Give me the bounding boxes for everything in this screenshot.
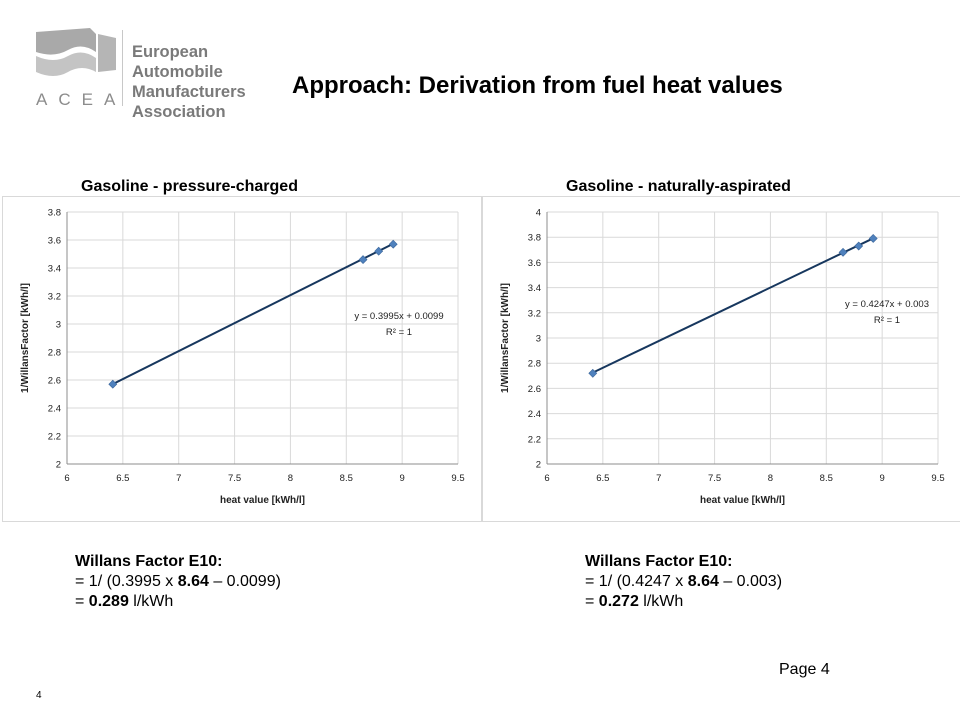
y-tick-label: 3 (536, 334, 541, 345)
trendline-equation: y = 0.4247x + 0.003 (845, 299, 929, 310)
x-tick-label: 9 (399, 473, 404, 484)
x-tick-label: 8.5 (820, 473, 833, 484)
trendline (112, 242, 394, 385)
formula-line-1: = 1/ (0.4247 x 8.64 – 0.003) (585, 572, 782, 592)
x-tick-label: 6 (544, 473, 549, 484)
logo-organization-name: European Automobile Manufacturers Associ… (132, 42, 246, 122)
logo-line-4: Association (132, 103, 226, 121)
x-tick-label: 8 (768, 473, 773, 484)
formula-heat-value: 8.64 (687, 573, 719, 590)
x-tick-label: 7.5 (708, 473, 721, 484)
willans-formula-naturally-aspirated: Willans Factor E10: = 1/ (0.4247 x 8.64 … (585, 552, 782, 612)
y-tick-label: 2.2 (528, 434, 541, 445)
logo-line-3: Manufacturers (132, 83, 246, 101)
r-squared-label: R² = 1 (386, 327, 412, 338)
trendline (592, 237, 874, 374)
x-tick-label: 8.5 (340, 473, 353, 484)
formula-line-2: = 0.289 l/kWh (75, 592, 281, 612)
data-point (388, 239, 398, 249)
x-tick-label: 9 (879, 473, 884, 484)
data-point (838, 247, 848, 257)
y-tick-label: 3.6 (528, 258, 541, 269)
logo-acronym: ACEA (36, 90, 127, 109)
y-tick-label: 3.8 (528, 233, 541, 244)
formula-line-1: = 1/ (0.3995 x 8.64 – 0.0099) (75, 572, 281, 592)
y-tick-label: 3.2 (528, 308, 541, 319)
y-tick-label: 2.4 (528, 409, 541, 420)
x-tick-label: 7 (656, 473, 661, 484)
page-number: Page 4 (779, 661, 830, 678)
x-axis-title: heat value [kWh/l] (220, 495, 305, 506)
acea-emblem-icon (36, 28, 116, 76)
chart-naturally-aspirated: 2 2.2 2.4 2.6 2.8 3 3.2 3.4 3.6 3.8 4 6 6.5 7 7.5 8 8.5 9… (482, 196, 960, 522)
logo-line-2: Automobile (132, 63, 223, 81)
data-point (108, 379, 118, 389)
formula-result: 0.272 (598, 593, 639, 610)
x-tick-label: 8 (288, 473, 293, 484)
x-axis-title: heat value [kWh/l] (700, 495, 785, 506)
data-point (588, 368, 598, 378)
x-tick-label: 6.5 (596, 473, 609, 484)
y-tick-label: 3 (56, 320, 61, 331)
formula-result: 0.289 (88, 593, 129, 610)
y-tick-label: 3.6 (48, 236, 61, 247)
x-tick-label: 9.5 (451, 473, 464, 484)
y-tick-label: 3.4 (48, 264, 61, 275)
logo-divider (122, 30, 123, 106)
logo-line-1: European (132, 43, 209, 61)
x-tick-label: 7.5 (228, 473, 241, 484)
x-tick-label: 6 (64, 473, 69, 484)
formula-text: = (585, 593, 599, 610)
chart-title-pressure-charged: Gasoline - pressure-charged (81, 178, 298, 195)
y-tick-label: 3.8 (48, 208, 61, 219)
formula-text: – 0.0099) (208, 573, 281, 590)
formula-unit: l/kWh (638, 593, 684, 610)
formula-heading: Willans Factor E10: (585, 553, 733, 570)
formula-text: = 1/ (0.3995 x (75, 573, 178, 590)
data-point (868, 234, 878, 243)
data-point (854, 241, 864, 251)
x-tick-label: 9.5 (931, 473, 944, 484)
y-tick-label: 4 (536, 208, 541, 219)
trendline-equation: y = 0.3995x + 0.0099 (354, 311, 443, 322)
acea-logo: European Automobile Manufacturers Associ… (32, 26, 246, 121)
formula-text: = (75, 593, 89, 610)
x-tick-label: 7 (176, 473, 181, 484)
y-tick-label: 3.2 (48, 292, 61, 303)
data-point (358, 255, 368, 265)
r-squared-label: R² = 1 (874, 315, 900, 326)
slide-number: 4 (36, 690, 42, 701)
y-tick-label: 2 (536, 460, 541, 471)
y-tick-label: 2.8 (48, 348, 61, 359)
y-tick-label: 2.8 (528, 359, 541, 370)
data-point (374, 246, 384, 256)
chart-pressure-charged: 2 2.2 2.4 2.6 2.8 3 3.2 3.4 3.6 3.8 6 6.5 7 7.5 8 8.5 9 9… (2, 196, 482, 522)
chart-naturally-aspirated-svg: 2 2.2 2.4 2.6 2.8 3 3.2 3.4 3.6 3.8 4 6 6.5 7 7.5 8 8.5 9… (500, 208, 945, 507)
formula-line-2: = 0.272 l/kWh (585, 592, 782, 612)
y-tick-label: 2.2 (48, 432, 61, 443)
x-tick-label: 6.5 (116, 473, 129, 484)
willans-formula-pressure-charged: Willans Factor E10: = 1/ (0.3995 x 8.64 … (75, 552, 281, 612)
formula-heading: Willans Factor E10: (75, 553, 223, 570)
y-tick-label: 2.4 (48, 404, 61, 415)
page-title: Approach: Derivation from fuel heat valu… (292, 72, 783, 99)
y-tick-label: 3.4 (528, 283, 541, 294)
formula-text: – 0.003) (718, 573, 783, 590)
chart-title-naturally-aspirated: Gasoline - naturally-aspirated (566, 178, 791, 195)
y-tick-label: 2.6 (528, 384, 541, 395)
y-tick-label: 2 (56, 460, 61, 471)
formula-unit: l/kWh (128, 593, 174, 610)
y-axis-title: 1/WillansFactor [kWh/l] (500, 283, 511, 393)
y-axis-title: 1/WillansFactor [kWh/l] (20, 283, 31, 393)
y-tick-label: 2.6 (48, 376, 61, 387)
chart-pressure-charged-svg: 2 2.2 2.4 2.6 2.8 3 3.2 3.4 3.6 3.8 6 6.5 7 7.5 8 8.5 9 9… (20, 208, 465, 507)
formula-text: = 1/ (0.4247 x (585, 573, 688, 590)
formula-heat-value: 8.64 (177, 573, 209, 590)
